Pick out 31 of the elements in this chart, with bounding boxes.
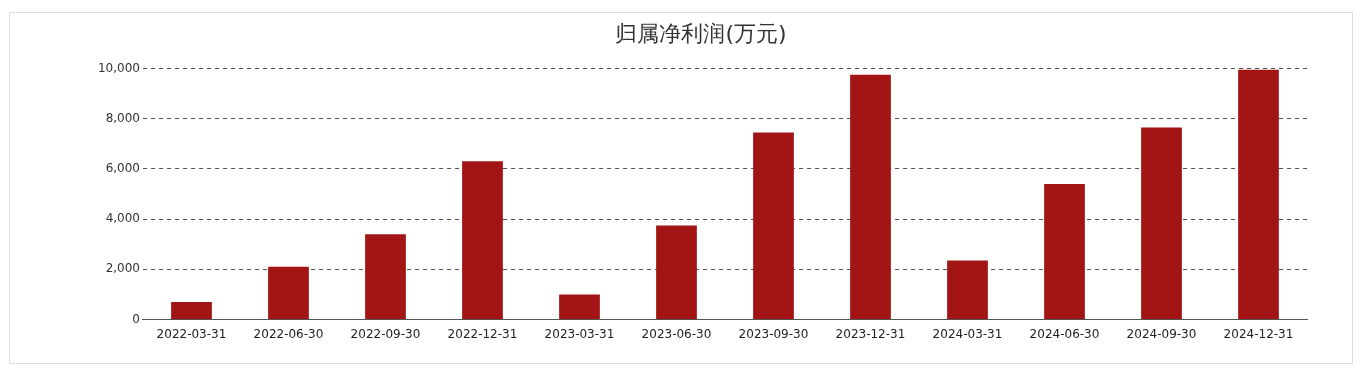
y-tick-label: 0 — [132, 311, 140, 326]
x-tick-label: 2024-03-31 — [932, 326, 1003, 341]
y-tick-label: 10,000 — [97, 60, 140, 75]
bar — [1141, 127, 1182, 320]
bar — [850, 74, 891, 320]
x-tick-label: 2022-03-31 — [156, 326, 227, 341]
bar — [656, 225, 697, 320]
x-tick-label: 2023-06-30 — [641, 326, 712, 341]
y-tick-label: 2,000 — [105, 261, 140, 276]
chart-title: 归属净利润(万元) — [615, 20, 787, 46]
bar — [462, 161, 503, 320]
x-tick-label: 2024-09-30 — [1126, 326, 1197, 341]
x-tick-label: 2024-12-31 — [1223, 326, 1294, 341]
bar — [947, 260, 988, 320]
y-tick-label: 4,000 — [105, 211, 140, 226]
x-tick-label: 2023-03-31 — [544, 326, 615, 341]
bar — [1238, 69, 1279, 320]
x-tick-label: 2022-09-30 — [350, 326, 421, 341]
bar — [559, 294, 600, 320]
x-tick-label: 2023-12-31 — [835, 326, 906, 341]
x-tick-label: 2022-12-31 — [447, 326, 518, 341]
bar — [171, 302, 212, 320]
y-tick-label: 8,000 — [105, 110, 140, 125]
x-tick-label: 2022-06-30 — [253, 326, 324, 341]
x-tick-label: 2023-09-30 — [738, 326, 809, 341]
bar — [1044, 183, 1085, 320]
x-tick-label: 2024-06-30 — [1029, 326, 1100, 341]
bar — [753, 132, 794, 320]
bar — [365, 234, 406, 320]
y-tick-label: 6,000 — [105, 161, 140, 176]
bar — [268, 266, 309, 320]
